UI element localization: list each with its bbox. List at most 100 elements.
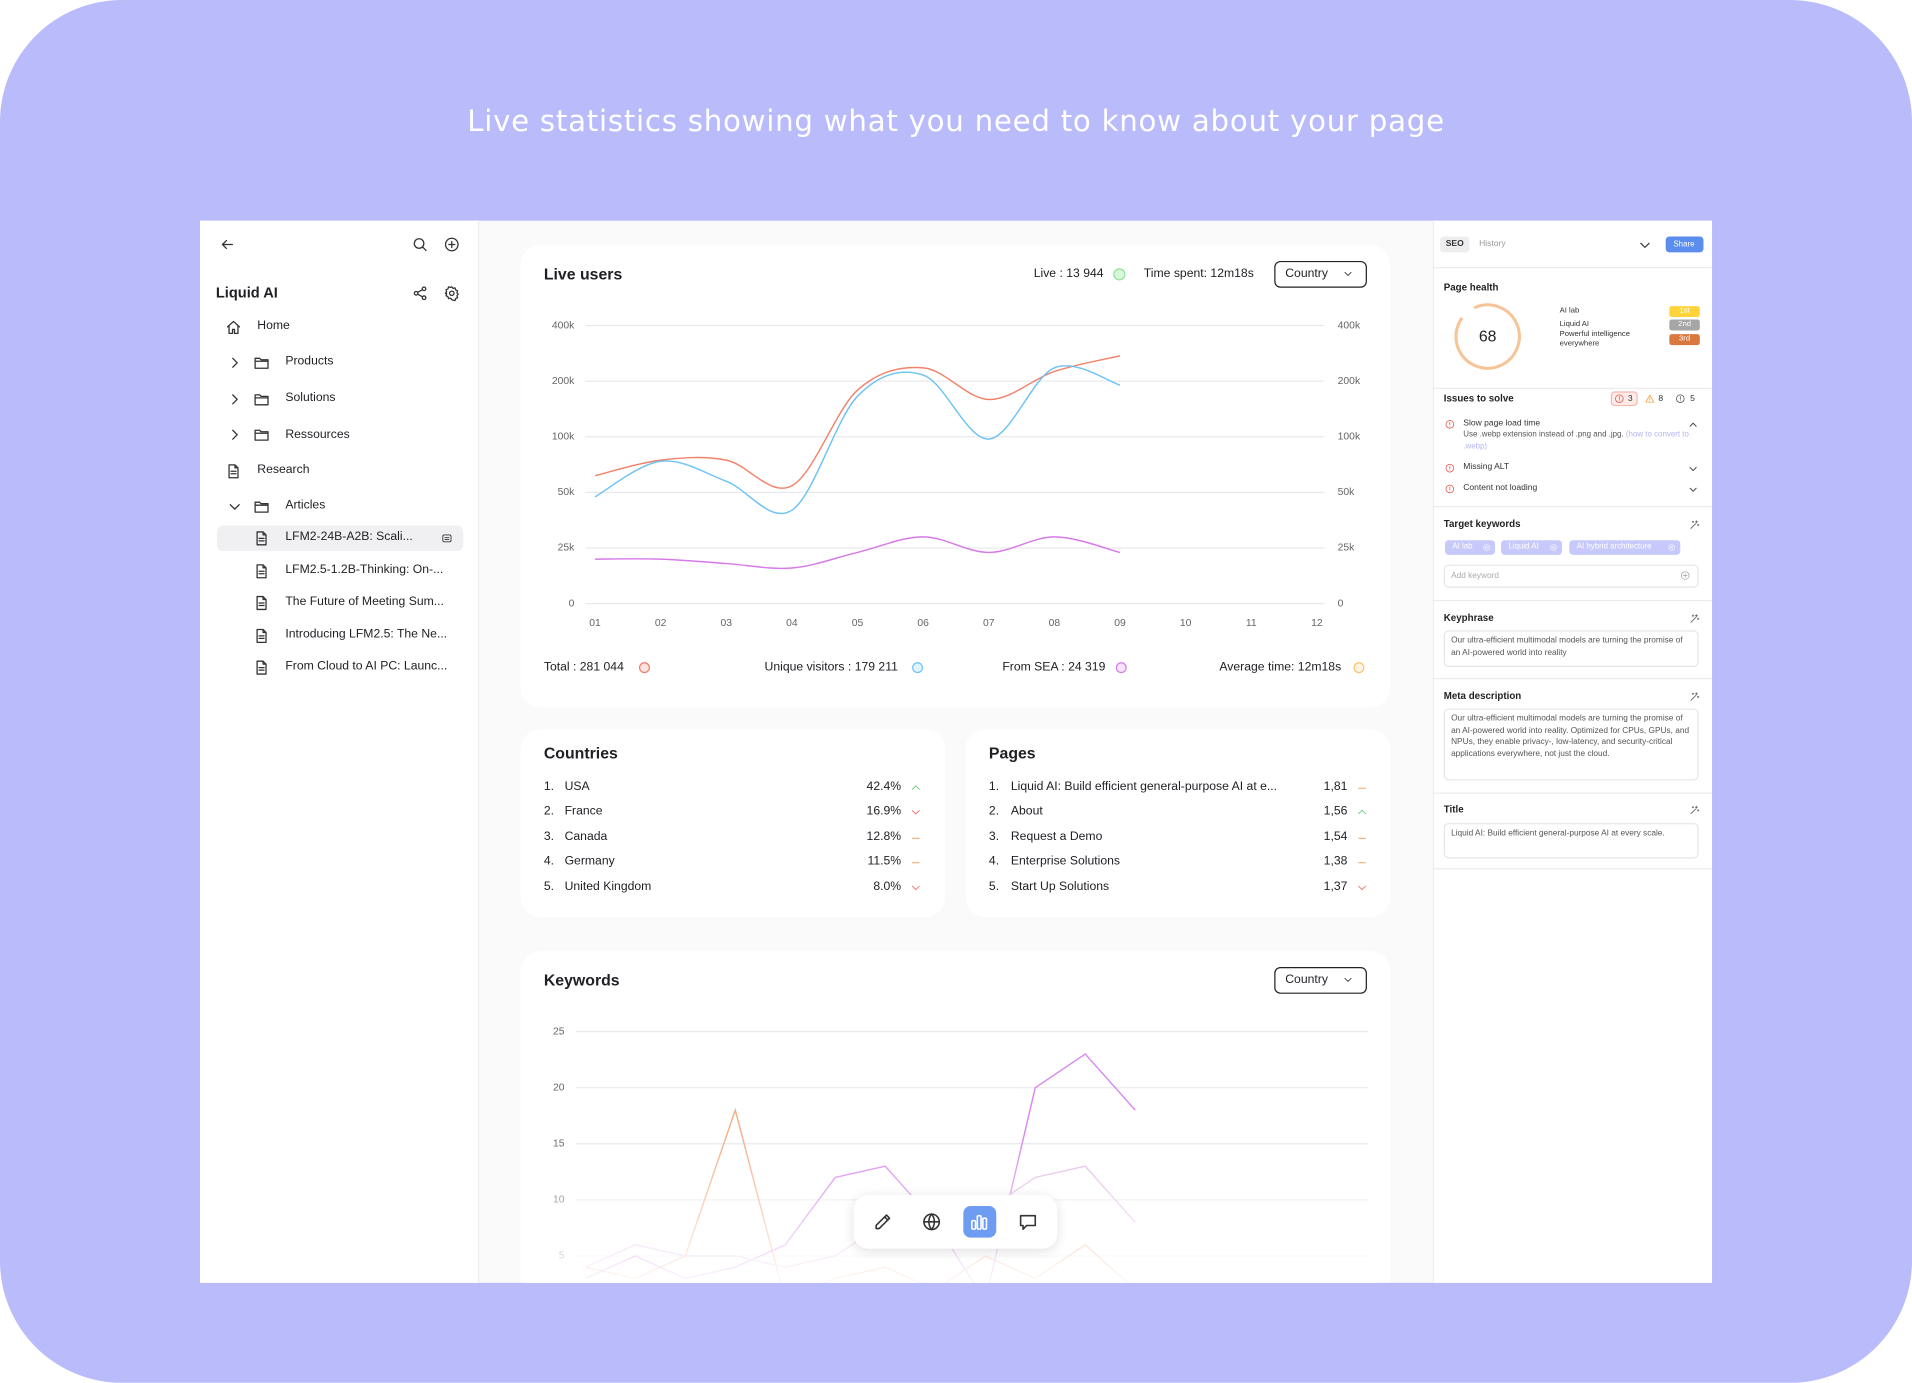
keyword-chip[interactable]: AI hybrid architecture — [1569, 540, 1681, 555]
article-item[interactable]: Introducing LFM2.5: The Ne... — [285, 627, 448, 641]
filter-label[interactable]: Country — [1285, 973, 1328, 987]
home-icon — [226, 319, 242, 335]
article-item[interactable]: From Cloud to AI PC: Launc... — [285, 659, 448, 674]
article-item[interactable]: LFM2.5-1.2B-Thinking: On-... — [285, 562, 444, 577]
row-value: 1,81 — [1323, 779, 1348, 794]
row-name[interactable]: United Kingdom — [564, 879, 652, 894]
keyword-input[interactable] — [1443, 564, 1699, 588]
nav-item[interactable]: Home — [257, 319, 290, 333]
divider — [1432, 387, 1713, 389]
file-icon — [226, 463, 242, 479]
article-item[interactable]: The Future of Meeting Sum... — [285, 595, 444, 609]
row-value: 16.9% — [866, 804, 902, 819]
ranking-badge-label: 1st — [1679, 306, 1690, 315]
ai-suggest[interactable] — [1689, 805, 1700, 816]
divider — [1432, 792, 1713, 794]
file-icon — [254, 563, 270, 579]
nav-item[interactable]: Ressources — [285, 428, 350, 442]
remove-chip[interactable] — [1668, 544, 1675, 551]
expand-issue[interactable] — [1688, 463, 1699, 474]
ranking-name: AI lab — [1559, 306, 1580, 315]
collapse-issue[interactable] — [1688, 419, 1699, 430]
row-name[interactable]: Start Up Solutions — [1010, 879, 1110, 894]
row-name[interactable]: USA — [564, 779, 590, 794]
add-button[interactable] — [444, 237, 460, 253]
trend-up — [910, 781, 922, 793]
settings-button[interactable] — [444, 285, 460, 301]
keyword-chip[interactable]: Liquid AI — [1501, 540, 1563, 555]
row-name[interactable]: Canada — [564, 829, 608, 844]
section-title: Target keywords — [1443, 518, 1521, 530]
tab[interactable]: SEO — [1445, 239, 1464, 249]
expand-icon[interactable] — [227, 355, 243, 371]
nav-item[interactable]: Research — [257, 463, 310, 477]
row-name[interactable]: About — [1010, 804, 1043, 819]
divider — [1432, 506, 1713, 508]
folder-icon — [254, 391, 270, 407]
share-button[interactable] — [1665, 236, 1704, 253]
row-value: 11.5% — [867, 854, 902, 869]
folder-icon — [254, 355, 270, 371]
file-icon — [254, 660, 270, 676]
title-box[interactable] — [1443, 823, 1699, 859]
issue-link[interactable]: (how to convert to .webp) — [1463, 430, 1689, 451]
row-name[interactable]: Request a Demo — [1010, 829, 1103, 844]
edit-tool[interactable] — [873, 1212, 893, 1232]
expand-icon[interactable] — [227, 391, 243, 407]
nav-item[interactable]: Products — [285, 354, 334, 369]
search-button[interactable] — [412, 237, 428, 253]
trend-up — [1356, 806, 1368, 818]
stat-dot — [1115, 662, 1127, 674]
issue-title[interactable]: Missing ALT — [1463, 463, 1510, 472]
row-name[interactable]: Germany — [564, 854, 615, 869]
filter-dropdown[interactable] — [1274, 260, 1367, 288]
warning-icon — [1645, 394, 1655, 404]
issue-detail-text: Use .webp extension instead of .png and … — [1463, 430, 1624, 439]
ai-suggest[interactable] — [1689, 519, 1700, 530]
keyword-chip[interactable]: AI lab — [1444, 540, 1495, 555]
issue-title[interactable]: Content not loading — [1463, 483, 1538, 493]
remove-chip[interactable] — [1483, 544, 1490, 551]
row-rank: 1. — [988, 779, 1000, 794]
expand-issue[interactable] — [1688, 483, 1699, 494]
filter-label[interactable]: Country — [1285, 267, 1328, 281]
row-name[interactable]: Enterprise Solutions — [1010, 854, 1121, 869]
issue-title[interactable]: Slow page load time — [1463, 419, 1541, 428]
nav-item[interactable]: Solutions — [285, 391, 336, 405]
stat-label: Total : 281 044 — [543, 660, 624, 675]
keyword-placeholder[interactable]: Add keyword — [1451, 571, 1499, 580]
collapse-icon[interactable] — [227, 499, 243, 515]
time-spent: Time spent: 12m18s — [1143, 267, 1254, 281]
article-item[interactable]: LFM2-24B-A2B: Scali... — [285, 530, 413, 544]
globe-tool[interactable] — [922, 1212, 942, 1232]
keyphrase-box[interactable] — [1443, 630, 1699, 668]
stats-tool[interactable] — [969, 1212, 989, 1232]
ai-suggest[interactable] — [1689, 613, 1700, 624]
issue-icon — [1445, 484, 1455, 494]
tab[interactable]: History — [1479, 239, 1506, 249]
page-badge — [441, 533, 452, 544]
remove-chip[interactable] — [1550, 544, 1557, 551]
share-label[interactable]: Share — [1673, 240, 1695, 249]
share-button[interactable] — [412, 285, 428, 301]
ai-suggest[interactable] — [1689, 691, 1700, 702]
expand-icon[interactable] — [227, 427, 243, 443]
row-name[interactable]: Liquid AI: Build efficient general-purpo… — [1010, 779, 1278, 794]
section-title: Keyphrase — [1443, 612, 1494, 624]
divider — [1432, 267, 1713, 269]
panel-chevron[interactable] — [1638, 238, 1653, 253]
add-keyword[interactable] — [1680, 571, 1690, 581]
active-tool-bg — [963, 1205, 997, 1238]
nav-item[interactable]: Articles — [285, 498, 326, 513]
trend-flat — [912, 862, 920, 864]
row-name[interactable]: France — [564, 804, 603, 819]
health-gauge — [1454, 303, 1521, 370]
active-row — [217, 525, 464, 552]
back-button[interactable] — [219, 237, 235, 253]
meta-box[interactable] — [1443, 708, 1699, 781]
issue-detail: Use .webp extension instead of .png and … — [1463, 429, 1695, 452]
filter-dropdown[interactable] — [1274, 966, 1367, 994]
comment-tool[interactable] — [1018, 1212, 1038, 1232]
